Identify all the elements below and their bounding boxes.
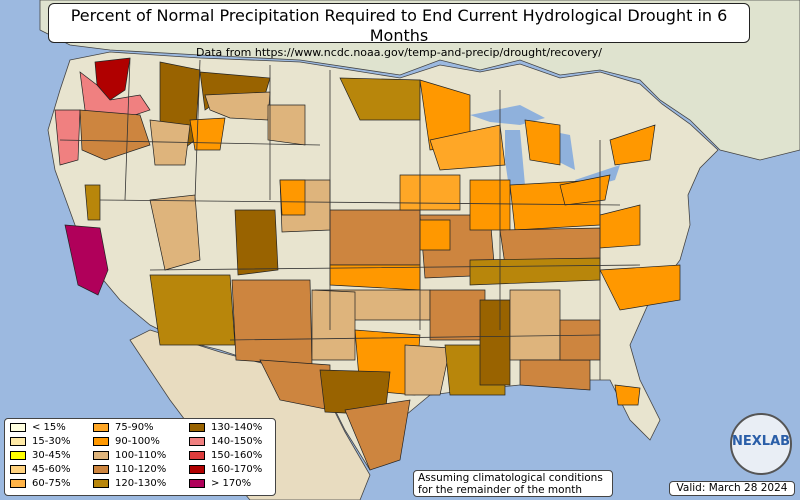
- region-colorado-south: [279, 179, 306, 216]
- legend-item: 75-90%: [93, 422, 154, 434]
- region-nevada-west: [84, 184, 101, 221]
- region-cascades-north: [94, 57, 131, 101]
- region-iowa: [399, 174, 461, 211]
- legend-swatch: [93, 422, 109, 432]
- region-carolinas: [599, 264, 681, 311]
- legend-swatch: [10, 464, 26, 474]
- region-new-york: [609, 124, 656, 166]
- region-georgia: [559, 319, 601, 361]
- legend-item: 120-130%: [93, 478, 166, 490]
- region-gulf-coast-east: [519, 359, 591, 391]
- legend-swatch: [189, 436, 205, 446]
- legend-item: < 15%: [10, 422, 66, 434]
- region-oregon-west: [54, 109, 81, 166]
- region-california-central: [64, 224, 109, 296]
- region-pennsylvania: [559, 174, 611, 206]
- legend-label: < 15%: [32, 422, 66, 433]
- region-illinois: [469, 179, 511, 231]
- region-arkansas: [429, 289, 486, 341]
- legend-item: 130-140%: [189, 422, 262, 434]
- map-subtitle: Data from https://www.ncdc.noaa.gov/temp…: [196, 46, 602, 59]
- nexlab-logo-text: NEXLAB: [732, 434, 791, 449]
- region-wisconsin: [429, 124, 506, 171]
- legend-item: 150-160%: [189, 450, 262, 462]
- legend-item: 110-120%: [93, 464, 166, 476]
- legend-swatch: [10, 436, 26, 446]
- region-montana-east: [204, 91, 271, 121]
- region-texas-east: [404, 344, 451, 396]
- legend-label: 30-45%: [32, 450, 71, 461]
- region-michigan: [524, 119, 561, 166]
- legend-item: 45-60%: [10, 464, 71, 476]
- legend-swatch: [189, 422, 205, 432]
- state-borders: [59, 57, 641, 380]
- legend-item: 60-75%: [10, 478, 71, 490]
- assumption-note-line2: for the remainder of the month: [418, 484, 583, 496]
- legend-label: 150-160%: [211, 450, 263, 461]
- legend-label: 140-150%: [211, 436, 263, 447]
- legend-label: > 170%: [211, 478, 252, 489]
- valid-date: Valid: March 28 2024: [669, 481, 795, 496]
- legend-swatch: [93, 436, 109, 446]
- legend-label: 110-120%: [115, 464, 167, 475]
- region-texas-south: [344, 399, 411, 471]
- legend-swatch: [189, 464, 205, 474]
- region-tennessee: [469, 257, 601, 286]
- legend-item: > 170%: [189, 478, 251, 490]
- legend-label: 90-100%: [115, 436, 160, 447]
- title-box: Percent of Normal Precipitation Required…: [48, 3, 750, 59]
- region-new-mexico: [231, 279, 313, 366]
- legend-item: 15-30%: [10, 436, 71, 448]
- legend-label: 45-60%: [32, 464, 71, 475]
- region-kansas: [329, 209, 421, 266]
- region-oregon-central: [79, 109, 151, 161]
- region-alabama: [509, 289, 561, 361]
- nexlab-logo: NEXLAB: [730, 413, 792, 475]
- legend-item: 30-45%: [10, 450, 71, 462]
- legend-swatch: [93, 464, 109, 474]
- legend-swatch: [10, 478, 26, 488]
- region-mississippi: [479, 299, 511, 386]
- legend-swatch: [93, 450, 109, 460]
- region-wyoming-west: [189, 117, 226, 151]
- legend-label: 15-30%: [32, 436, 71, 447]
- assumption-note: Assuming climatological conditions for t…: [413, 470, 613, 497]
- legend-item: 160-170%: [189, 464, 262, 476]
- region-nevada-east: [149, 194, 201, 271]
- legend-label: 100-110%: [115, 450, 167, 461]
- drought-regions: [54, 57, 681, 471]
- legend-swatch: [189, 450, 205, 460]
- legend-label: 75-90%: [115, 422, 154, 433]
- map-title: Percent of Normal Precipitation Required…: [70, 6, 728, 45]
- region-utah: [234, 209, 279, 276]
- region-arizona: [149, 274, 236, 346]
- region-texas-panhandle: [311, 289, 356, 361]
- legend-item: 90-100%: [93, 436, 160, 448]
- legend-item: 100-110%: [93, 450, 166, 462]
- legend-swatch: [189, 478, 205, 488]
- legend-swatch: [10, 450, 26, 460]
- region-florida-north: [614, 384, 641, 406]
- legend-item: 140-150%: [189, 436, 262, 448]
- legend-swatch: [10, 422, 26, 432]
- legend: < 15% 15-30% 30-45% 45-60% 60-75% 75-90% 90-10…: [4, 418, 276, 496]
- legend-label: 60-75%: [32, 478, 71, 489]
- assumption-note-line1: Assuming climatological conditions: [418, 472, 603, 484]
- legend-label: 160-170%: [211, 464, 263, 475]
- legend-label: 130-140%: [211, 422, 263, 433]
- region-missouri-west: [419, 219, 451, 251]
- region-north-dakota: [267, 104, 306, 146]
- legend-label: 120-130%: [115, 478, 167, 489]
- legend-swatch: [93, 478, 109, 488]
